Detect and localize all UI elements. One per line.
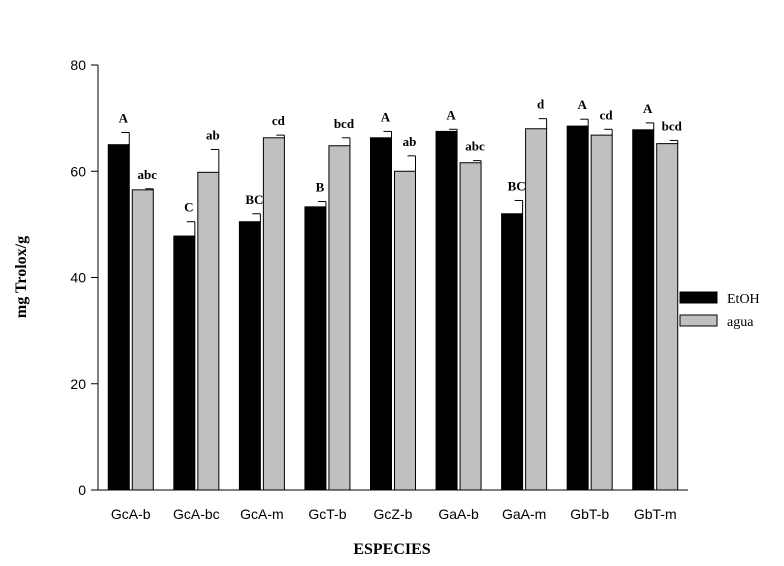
x-tick-label: GcA-b [111,506,151,522]
bar-agua-gca-bc [197,171,220,491]
y-tick-label: 80 [70,57,86,73]
y-tick-label: 20 [70,376,86,392]
significance-letter: BC [508,178,526,193]
bar-agua-gaa-m [525,128,548,491]
significance-letter: bcd [334,116,355,131]
bar-etoh-gaa-m [501,213,524,491]
bar-agua-gbt-m [656,143,679,491]
significance-letter: bcd [662,118,683,133]
significance-letter: BC [245,192,263,207]
bar-etoh-gct-b [304,206,327,491]
significance-letter: ab [206,127,220,142]
y-tick-label: 40 [70,270,86,286]
x-tick-label: GcT-b [308,506,346,522]
y-tick-label: 0 [78,482,86,498]
x-tick-label: GbT-m [634,506,677,522]
legend: EtOH agua [679,291,760,330]
bars [107,125,679,491]
significance-letter: C [184,200,193,215]
bar-etoh-gbt-m [632,129,655,491]
significance-letter: A [381,109,391,124]
bar-etoh-gcz-b [370,137,392,491]
bar-etoh-gbt-b [566,125,589,491]
x-tick-label: GcA-bc [173,506,220,522]
y-ticks: 0 20 40 60 80 [70,57,98,498]
bar-agua-gcz-b [394,170,416,491]
legend-label-agua: agua [727,315,754,330]
bar-etoh-gaa-b [435,130,458,491]
bar-agua-gaa-b [459,162,482,491]
significance-letter: ab [403,134,417,149]
significance-letter: B [316,180,325,195]
bar-agua-gct-b [328,145,351,491]
x-tick-label: GbT-b [570,506,609,522]
significance-letter: abc [138,167,158,182]
significance-letter: A [577,97,587,112]
bar-etoh-gca-b [107,144,130,491]
x-tick-label: GcZ-b [374,506,413,522]
y-axis-title: mg Trolox/g [13,236,30,318]
error-bars [121,118,679,237]
bar-etoh-gca-bc [173,235,196,491]
x-tick-label: GaA-b [438,506,479,522]
significance-letter: d [537,97,545,112]
significance-letter: A [119,110,129,125]
significance-letter: abc [465,139,485,154]
bar-agua-gca-m [262,137,285,491]
x-ticks: GcA-b GcA-bc GcA-m GcT-b GcZ-b GaA-b GaA-m GbT-… [111,506,677,522]
significance-letter: A [446,107,456,122]
x-tick-label: GcA-m [240,506,284,522]
significance-letter: cd [600,107,614,122]
significance-letter: A [643,101,653,116]
y-tick-label: 60 [70,163,86,179]
legend-swatch-etoh [679,291,718,304]
x-tick-label: GaA-m [502,506,546,522]
bar-agua-gbt-b [590,134,613,491]
bar-agua-gca-b [131,189,154,491]
legend-label-etoh: EtOH [727,292,760,307]
bar-etoh-gca-m [238,221,261,491]
x-axis-title: ESPECIES [353,541,430,558]
legend-swatch-agua [679,314,718,327]
significance-letter: cd [272,113,286,128]
